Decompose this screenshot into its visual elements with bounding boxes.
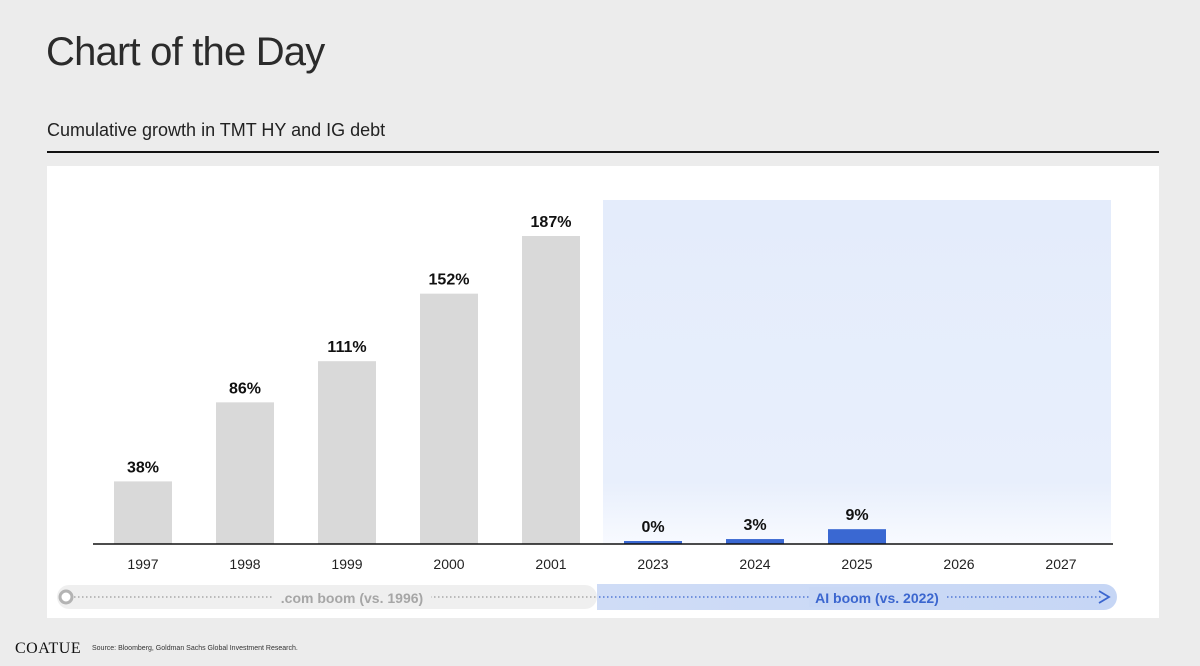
bar-2024 <box>726 539 784 544</box>
tick-label-1998: 1998 <box>229 556 260 572</box>
tick-label-2024: 2024 <box>739 556 770 572</box>
tick-label-2001: 2001 <box>535 556 566 572</box>
data-label-2023: 0% <box>641 519 664 536</box>
bar-1998 <box>216 402 274 544</box>
tick-label-2026: 2026 <box>943 556 974 572</box>
ai-period-label-bg <box>809 587 945 607</box>
data-label-1999: 111% <box>327 339 366 356</box>
data-label-1998: 86% <box>229 380 261 397</box>
tick-label-2000: 2000 <box>433 556 464 572</box>
source-note: Source: Bloomberg, Goldman Sachs Global … <box>92 645 298 652</box>
ai-period-label: AI boom (vs. 2022) <box>815 590 939 606</box>
ai-period-arrowhead <box>1098 590 1111 604</box>
data-label-2000: 152% <box>429 272 470 289</box>
title-divider <box>47 151 1159 153</box>
bar-2023 <box>624 541 682 544</box>
x-tick-labels: 1997 1998 1999 2000 2001 2023 2024 2025 2026 2027 <box>127 556 1076 572</box>
bar-2001 <box>522 236 580 544</box>
bar-2025 <box>828 529 886 544</box>
bar-series <box>114 236 886 544</box>
dotcom-period-label-bg <box>273 587 431 607</box>
dotcom-period-label: .com boom (vs. 1996) <box>281 590 423 606</box>
data-label-2001: 187% <box>531 214 572 231</box>
tick-label-2027: 2027 <box>1045 556 1076 572</box>
tick-label-1999: 1999 <box>331 556 362 572</box>
chart-subtitle: Cumulative growth in TMT HY and IG debt <box>47 120 386 140</box>
data-label-2025: 9% <box>845 507 868 524</box>
data-labels: 38% 86% 111% 152% 187% 0% 3% 9% <box>127 214 869 536</box>
page-title: Chart of the Day <box>46 30 325 74</box>
bar-1997 <box>114 481 172 544</box>
chart-panel: 38% 86% 111% 152% 187% 0% 3% 9% 1997 1998 1999 200… <box>47 166 1159 618</box>
ai-boom-region <box>603 200 1111 544</box>
tick-label-2023: 2023 <box>637 556 668 572</box>
data-label-1997: 38% <box>127 459 159 476</box>
bar-1999 <box>318 361 376 544</box>
timeline-start-marker <box>58 589 74 605</box>
coatue-logo: COATUE <box>15 640 82 657</box>
tick-label-2025: 2025 <box>841 556 872 572</box>
bar-chart: 38% 86% 111% 152% 187% 0% 3% 9% 1997 1998 1999 200… <box>57 200 1117 610</box>
bar-2000 <box>420 293 478 544</box>
tick-label-1997: 1997 <box>127 556 158 572</box>
data-label-2024: 3% <box>743 517 766 534</box>
